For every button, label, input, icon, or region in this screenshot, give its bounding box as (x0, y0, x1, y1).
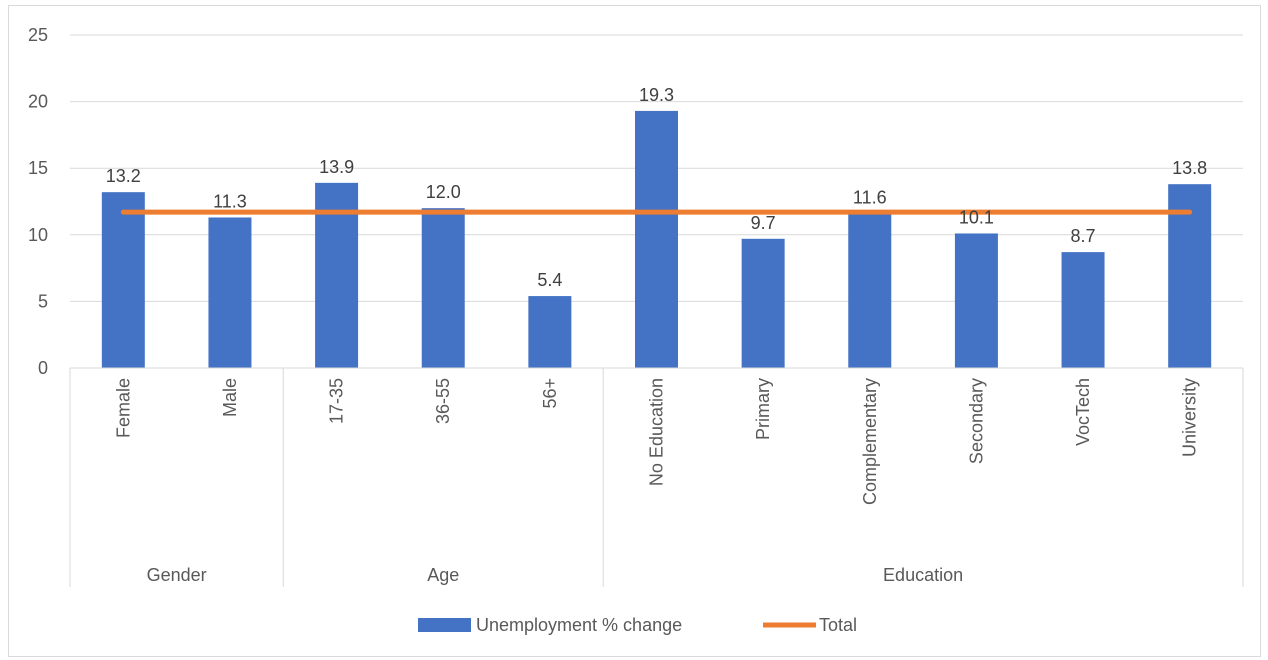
data-label: 9.7 (751, 213, 776, 233)
x-tick-label: University (1180, 378, 1200, 457)
y-tick-label: 15 (28, 158, 48, 178)
y-tick-label: 20 (28, 92, 48, 112)
legend-label-bar: Unemployment % change (476, 615, 682, 635)
bar (1168, 184, 1212, 368)
data-label: 5.4 (537, 270, 562, 290)
x-tick-label: 36-55 (433, 378, 453, 424)
x-tick-label: Primary (753, 378, 773, 440)
bar (101, 192, 145, 368)
bar (208, 217, 252, 368)
legend-swatch-bar (418, 618, 471, 632)
x-tick-label: Female (113, 378, 133, 438)
y-tick-label: 0 (38, 358, 48, 378)
bar (421, 208, 465, 368)
x-tick-label: 56+ (540, 378, 560, 409)
x-tick-label: Complementary (860, 378, 880, 505)
bar (528, 296, 572, 368)
group-label: Education (883, 565, 963, 585)
x-tick-label: Male (220, 378, 240, 417)
data-label: 8.7 (1071, 226, 1096, 246)
y-tick-label: 25 (28, 25, 48, 45)
data-label: 13.2 (106, 166, 141, 186)
data-label: 10.1 (959, 207, 994, 227)
group-label: Age (427, 565, 459, 585)
x-tick-label: Secondary (966, 378, 986, 464)
data-label: 12.0 (426, 182, 461, 202)
y-tick-label: 5 (38, 291, 48, 311)
data-label: 11.3 (213, 191, 247, 211)
data-label: 13.8 (1172, 158, 1207, 178)
group-label: Gender (147, 565, 207, 585)
bar (741, 238, 785, 368)
x-tick-label: No Education (647, 378, 667, 486)
data-label: 11.6 (853, 187, 887, 207)
data-label: 13.9 (319, 157, 354, 177)
data-label: 19.3 (639, 85, 674, 105)
legend-label-line: Total (819, 615, 857, 635)
x-tick-label: 17-35 (327, 378, 347, 424)
bar (1061, 252, 1105, 368)
bar (954, 233, 998, 368)
y-tick-label: 10 (28, 225, 48, 245)
x-tick-label: VocTech (1073, 378, 1093, 446)
bar (635, 110, 678, 368)
bar (848, 213, 892, 368)
